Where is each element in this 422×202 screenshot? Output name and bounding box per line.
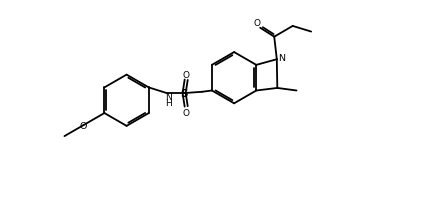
Text: O: O (253, 19, 260, 28)
Text: O: O (183, 70, 190, 79)
Text: O: O (80, 121, 87, 130)
Text: H: H (165, 99, 172, 108)
Text: N: N (165, 92, 172, 101)
Text: N: N (278, 54, 285, 63)
Text: O: O (183, 108, 190, 117)
Text: S: S (180, 89, 188, 99)
